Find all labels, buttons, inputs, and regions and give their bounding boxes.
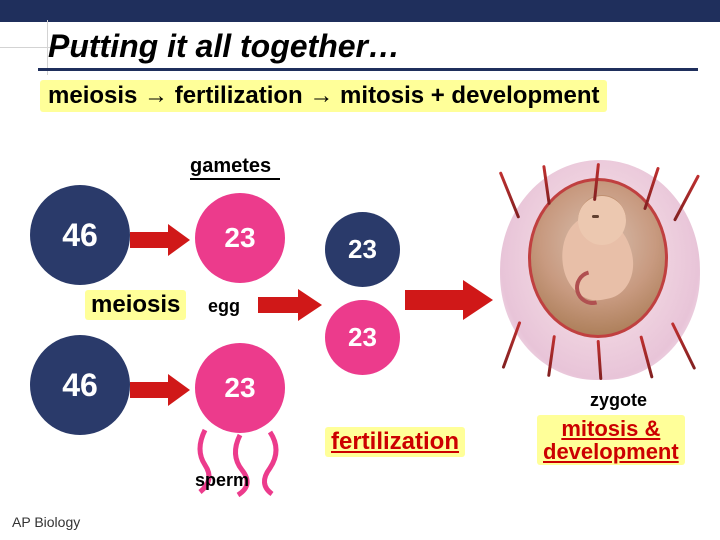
cell-parent-bottom: 46 bbox=[30, 335, 130, 435]
fetus-illustration bbox=[500, 160, 700, 380]
arrow-icon bbox=[258, 285, 328, 325]
egg-label: egg bbox=[208, 296, 240, 317]
cell-fert-bottom: 23 bbox=[325, 300, 400, 375]
title-bar bbox=[0, 0, 720, 22]
mitosis-development-label: mitosis & development bbox=[537, 415, 685, 465]
gametes-underline bbox=[190, 178, 280, 180]
arrow-icon: → bbox=[309, 82, 333, 109]
meiosis-label: meiosis bbox=[85, 290, 186, 320]
cell-fert-top: 23 bbox=[325, 212, 400, 287]
arrow-icon bbox=[130, 220, 195, 260]
cell-parent-top: 46 bbox=[30, 185, 130, 285]
text-fertilization: fertilization bbox=[168, 82, 309, 109]
footer-text: AP Biology bbox=[12, 514, 80, 530]
arrow-icon bbox=[130, 370, 195, 410]
text-meiosis: meiosis bbox=[48, 82, 144, 109]
gametes-label: gametes bbox=[190, 155, 271, 178]
mito-line1: mitosis & bbox=[561, 416, 660, 441]
sperm-label: sperm bbox=[195, 470, 249, 491]
title-underline bbox=[38, 68, 698, 71]
arrow-icon bbox=[405, 275, 500, 325]
text-mitosis-dev: mitosis + development bbox=[333, 82, 599, 109]
fertilization-label: fertilization bbox=[325, 427, 465, 457]
zygote-label: zygote bbox=[590, 390, 647, 411]
process-subheading: meiosis → fertilization → mitosis + deve… bbox=[40, 80, 607, 112]
mito-line2: development bbox=[543, 439, 679, 464]
cell-egg: 23 bbox=[195, 193, 285, 283]
arrow-icon: → bbox=[144, 82, 168, 109]
slide-title: Putting it all together… bbox=[48, 28, 400, 65]
